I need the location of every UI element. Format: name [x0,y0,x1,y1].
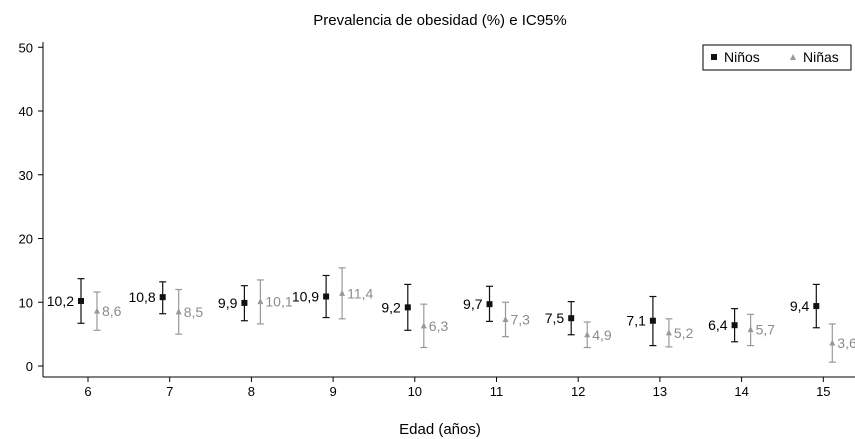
x-tick-label: 6 [84,384,91,399]
x-tick-label: 12 [571,384,585,399]
square-marker [731,322,738,329]
y-tick-label: 20 [19,232,33,247]
triangle-marker [94,307,100,314]
square-marker [813,303,820,310]
y-tick-label: 0 [26,359,33,374]
x-tick-label: 15 [816,384,830,399]
data-point-ninas: 5,7 [747,313,776,347]
square-marker [323,293,330,300]
data-label-ninas: 8,5 [184,304,204,320]
y-tick-label: 50 [19,40,33,55]
data-label-ninos: 7,5 [545,310,565,326]
data-point-ninos: 9,7 [463,285,493,322]
triangle-marker [502,315,509,322]
data-marks: 10,2 10,8 9,9 10,9 9,2 9,7 7,5 7,1 6,4 9,4 8,6 8,5 1… [47,267,855,363]
data-label-ninos: 10,9 [292,289,319,305]
data-label-ninas: 11,4 [347,285,373,301]
data-point-ninos: 10,2 [47,278,85,324]
data-label-ninas: 10,1 [265,294,292,310]
data-point-ninas: 4,9 [583,321,612,349]
data-point-ninos: 7,1 [626,295,657,347]
x-axis-label: Edad (años) [399,421,481,438]
x-tick-label: 11 [490,384,504,399]
square-marker [486,301,493,308]
data-point-ninas: 7,3 [502,301,531,338]
square-marker [568,315,575,322]
chart-title: Prevalencia de obesidad (%) e IC95% [313,12,566,29]
triangle-marker [584,331,591,338]
legend-box [702,44,852,71]
y-tick-label: 10 [19,295,33,310]
data-point-ninos: 10,9 [292,274,330,319]
plot-area: 0 10 20 30 40 50 6 7 8 9 10 11 12 13 14 15 10,2 10,8 9,9… [19,40,855,399]
legend-square-icon [711,54,717,60]
data-point-ninos: 10,8 [128,281,167,315]
triangle-marker [175,308,182,315]
data-point-ninas: 5,2 [665,318,694,348]
data-point-ninos: 9,4 [790,283,820,329]
legend-label-ninos: Niños [724,49,760,65]
x-tick-label: 13 [653,384,667,399]
square-marker [404,304,411,311]
data-point-ninos: 9,2 [381,283,412,331]
data-label-ninas: 5,7 [756,322,776,338]
x-tick-label: 10 [408,384,422,399]
data-label-ninos: 6,4 [708,317,728,333]
data-label-ninos: 9,4 [790,298,810,314]
data-point-ninos: 9,9 [218,285,248,322]
triangle-marker [257,298,264,305]
triangle-marker [665,329,672,336]
triangle-marker [747,326,754,333]
data-label-ninos: 10,2 [47,293,74,309]
x-tick-label: 8 [248,384,255,399]
data-point-ninas: 8,6 [93,291,122,331]
data-point-ninas: 10,1 [256,279,293,325]
y-tick-label: 30 [19,168,33,183]
x-axis-ticks: 6 7 8 9 10 11 12 13 14 15 [84,377,831,399]
triangle-marker [420,322,427,329]
data-label-ninas: 4,9 [592,327,612,343]
data-label-ninos: 9,9 [218,295,238,311]
square-marker [241,299,248,306]
y-tick-label: 40 [19,104,33,119]
square-marker [649,317,656,324]
data-label-ninos: 9,7 [463,296,483,312]
data-label-ninas: 7,3 [511,311,531,327]
square-marker [159,294,166,301]
triangle-marker [339,289,346,296]
x-tick-label: 7 [166,384,173,399]
data-label-ninos: 10,8 [128,289,155,305]
legend-label-ninas: Niñas [803,49,839,65]
data-label-ninos: 7,1 [626,313,646,329]
data-label-ninas: 6,3 [429,318,449,334]
data-point-ninas: 6,3 [420,303,449,349]
data-point-ninas: 8,5 [175,288,204,335]
data-point-ninas: 3,6 [828,323,855,363]
data-label-ninas: 8,6 [102,303,122,319]
data-point-ninas: 11,4 [338,267,374,320]
data-label-ninas: 3,6 [837,335,855,351]
x-tick-label: 14 [734,384,748,399]
triangle-marker [829,339,836,346]
y-axis-ticks: 0 10 20 30 40 50 [19,40,43,374]
x-tick-label: 9 [329,384,336,399]
legend-triangle-icon [790,54,796,60]
data-point-ninos: 6,4 [708,308,739,343]
data-label-ninas: 5,2 [674,325,694,341]
data-label-ninos: 9,2 [381,299,401,315]
square-marker [78,297,84,304]
data-point-ninos: 7,5 [545,301,575,336]
legend: Niños Niñas [702,44,852,71]
